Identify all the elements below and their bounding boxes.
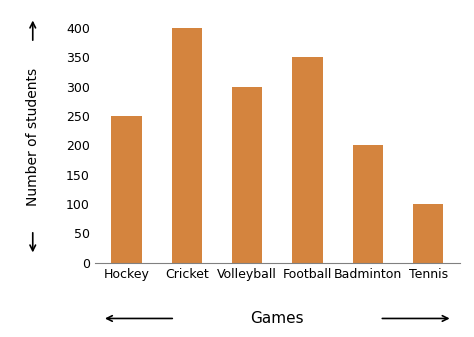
Bar (292, 57, 322, 263)
Bar (413, 204, 443, 263)
Bar (111, 116, 142, 263)
Bar (353, 145, 383, 263)
Bar (172, 28, 202, 263)
Text: Number of students: Number of students (26, 67, 40, 206)
Bar (232, 87, 262, 263)
Text: Games: Games (250, 311, 304, 326)
